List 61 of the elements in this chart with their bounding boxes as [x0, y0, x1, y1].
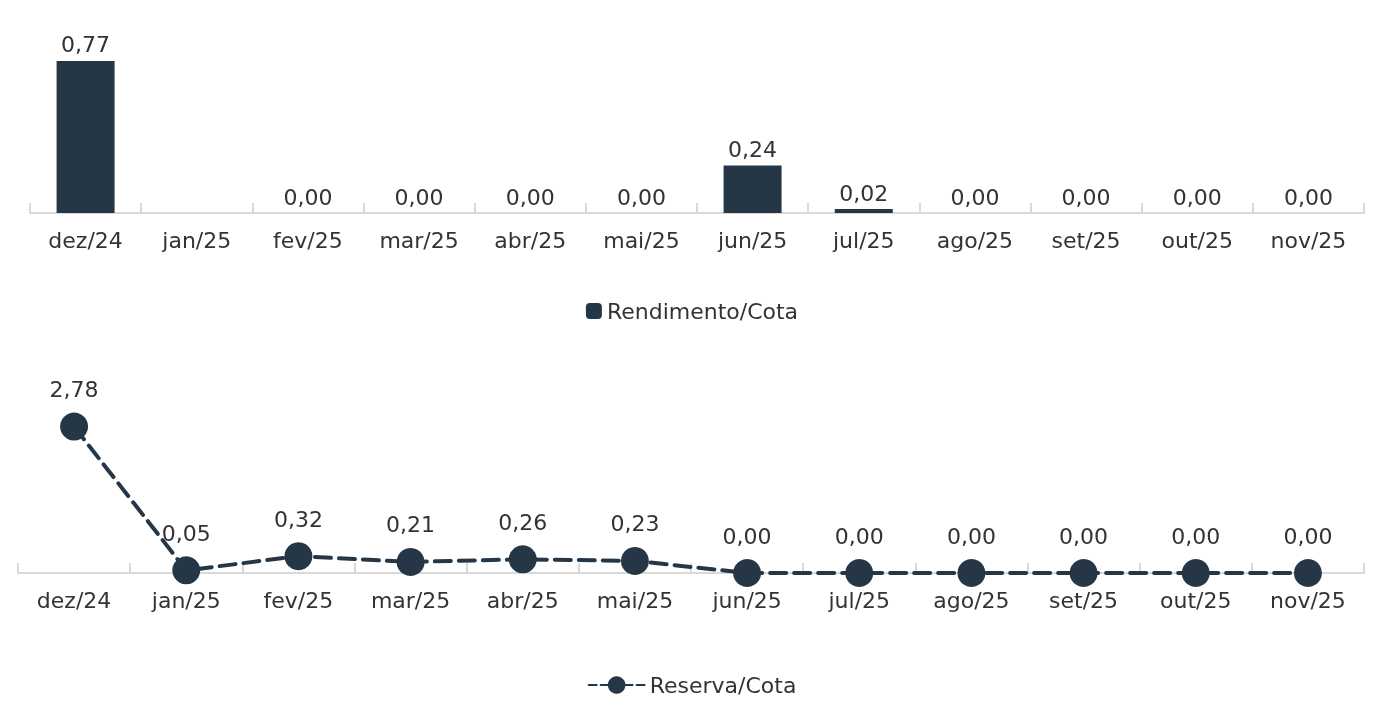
data-label: 0,00	[722, 523, 772, 549]
data-label: 0,21	[386, 512, 436, 538]
x-tick-label: nov/25	[1269, 587, 1346, 613]
x-tick-label: out/25	[1160, 587, 1232, 613]
data-label: 0,00	[946, 523, 996, 549]
x-tick-label: out/25	[1161, 227, 1233, 253]
data-label: 0,00	[1061, 184, 1111, 210]
data-label: 0,00	[616, 184, 666, 210]
point	[172, 556, 201, 585]
data-label: 2,78	[49, 377, 99, 403]
x-tick-label: mai/25	[603, 227, 680, 253]
x-tick-label: fev/25	[273, 227, 343, 253]
x-tick-label: jul/25	[827, 587, 891, 613]
point	[60, 412, 89, 441]
data-label: 0,26	[498, 509, 548, 535]
point	[508, 545, 537, 574]
data-label: 0,00	[505, 184, 555, 210]
data-label: 0,05	[161, 520, 211, 546]
x-tick-label: mai/25	[596, 587, 674, 613]
x-tick-label: ago/25	[936, 227, 1014, 253]
data-label: 0,00	[1283, 184, 1333, 210]
x-tick-label: jan/25	[161, 227, 232, 253]
x-tick-label: jan/25	[150, 587, 221, 613]
data-label: 0,00	[1172, 184, 1222, 210]
x-tick-label: mar/25	[370, 587, 451, 613]
point	[284, 542, 313, 571]
x-tick-label: set/25	[1051, 227, 1121, 253]
point	[396, 547, 425, 576]
x-tick-label: dez/24	[36, 587, 112, 613]
x-tick-label: jul/25	[831, 227, 895, 253]
x-tick-label: abr/25	[486, 587, 559, 613]
x-tick-label: ago/25	[933, 587, 1010, 613]
legend-label: Rendimento/Cota	[606, 298, 799, 324]
point	[1293, 559, 1322, 587]
point	[957, 559, 986, 587]
x-tick-label: jun/25	[716, 227, 788, 253]
point	[620, 546, 649, 575]
x-tick-label: mar/25	[379, 227, 459, 253]
x-tick-label: fev/25	[263, 587, 334, 613]
data-label: 0,00	[834, 523, 884, 549]
data-label: 0,00	[1171, 523, 1221, 549]
data-label: 0,00	[950, 184, 1000, 210]
x-tick-label: abr/25	[494, 227, 567, 253]
data-label: 0,32	[273, 506, 323, 532]
x-tick-label: set/25	[1049, 587, 1119, 613]
data-label: 0,77	[61, 32, 111, 58]
data-label: 0,24	[728, 137, 778, 163]
data-label: 0,00	[394, 184, 444, 210]
data-label: 0,00	[1059, 523, 1109, 549]
data-label: 0,02	[839, 180, 889, 206]
legend-label: Reserva/Cota	[649, 672, 797, 698]
data-label: 0,00	[1283, 523, 1333, 549]
x-tick-label: dez/24	[48, 227, 123, 253]
x-tick-label: nov/25	[1270, 227, 1347, 253]
point	[1069, 559, 1098, 587]
point	[1181, 559, 1210, 587]
point	[733, 559, 762, 587]
point	[845, 559, 874, 587]
data-label: 0,23	[610, 511, 660, 537]
data-label: 0,00	[283, 184, 333, 210]
x-tick-label: jun/25	[711, 587, 782, 613]
